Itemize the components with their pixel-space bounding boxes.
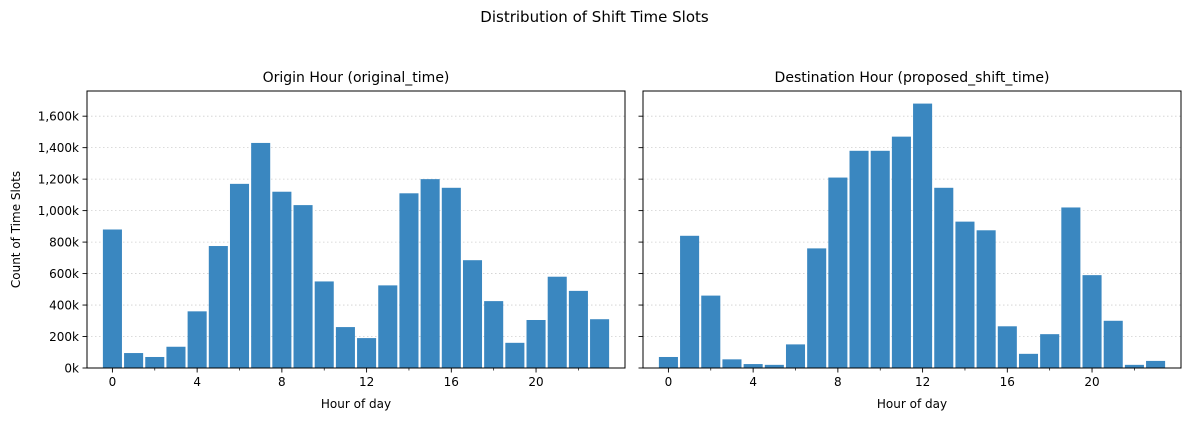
origin-bar-hour-4 [187,311,207,368]
destination-bar-hour-6 [785,344,806,368]
origin-bar-hour-12 [357,338,377,368]
destination-bar-hour-7 [807,248,827,368]
destination-bar-hour-5 [764,364,784,368]
origin-bar-hour-19 [505,342,525,368]
destination-x-tick-label: 20 [1084,375,1099,389]
origin-y-tick-label: 400k [49,299,79,313]
origin-bars [102,142,610,368]
origin-bar-hour-13 [378,285,398,368]
origin-y-axis: 0k 200k 400k 600k 800k 1,000k 1,200k 1,400k 1,60… [38,110,87,376]
origin-bar-hour-17 [462,260,483,368]
destination-x-axis: 0 4 8 12 16 20 [665,368,1135,389]
origin-y-tick-label: 800k [49,236,79,250]
destination-bar-hour-3 [722,359,742,368]
destination-x-tick-label: 0 [665,375,673,389]
destination-x-axis-label: Hour of day [877,397,947,411]
origin-bar-hour-6 [229,183,250,368]
origin-bar-hour-21 [547,276,567,368]
origin-x-tick-label: 8 [278,375,286,389]
destination-bar-hour-16 [997,326,1017,368]
destination-bar-hour-23 [1146,360,1166,368]
origin-bar-hour-9 [293,205,313,368]
origin-y-tick-label: 1,400k [38,141,79,155]
origin-bar-hour-22 [568,290,588,368]
origin-y-tick-label: 200k [49,330,79,344]
origin-bar-hour-15 [420,179,440,368]
origin-bar-hour-2 [145,356,165,368]
origin-y-tick-label: 600k [49,267,79,281]
origin-bar-hour-1 [124,353,144,368]
destination-bar-hour-11 [891,136,911,368]
origin-x-tick-label: 12 [359,375,374,389]
origin-chart-title: Origin Hour (original_time) [263,70,450,86]
origin-bar-hour-8 [272,191,292,368]
destination-bar-hour-4 [743,364,763,368]
destination-bar-hour-12 [913,103,933,368]
origin-bar-hour-7 [251,142,271,368]
destination-bar-hour-21 [1103,320,1123,368]
destination-x-tick-label: 16 [1000,375,1015,389]
origin-bar-hour-16 [441,187,461,368]
destination-bar-hour-14 [955,221,975,368]
destination-plot-frame [642,90,1182,369]
origin-bar-hour-5 [208,246,228,368]
destination-bar-hour-17 [1018,353,1039,368]
origin-y-tick-label: 1,600k [38,110,79,124]
origin-bar-hour-18 [484,301,504,368]
origin-plot-frame [86,90,626,369]
destination-chart-title: Destination Hour (proposed_shift_time) [775,70,1050,86]
destination-bar-hour-13 [934,187,954,368]
figure-title: Distribution of Shift Time Slots [480,8,709,26]
destination-bar-hour-18 [1040,334,1060,368]
origin-y-axis-label: Count of Time Slots [9,171,23,288]
origin-bar-hour-23 [590,319,610,368]
origin-x-axis-label: Hour of day [321,397,391,411]
destination-bar-hour-15 [976,230,996,368]
destination-bar-hour-10 [870,150,890,368]
origin-y-tick-label: 1,000k [38,204,79,218]
destination-x-tick-label: 8 [834,375,842,389]
origin-bar-hour-0 [102,229,122,368]
origin-x-tick-label: 16 [444,375,459,389]
destination-x-tick-label: 4 [749,375,757,389]
origin-x-tick-label: 0 [109,375,117,389]
origin-bar-hour-10 [314,281,334,368]
destination-bar-hour-20 [1082,275,1102,368]
destination-bars [658,103,1166,368]
destination-hour-chart: 0 4 8 12 16 20 Destination Hour (proposed_shi… [638,70,1182,411]
destination-bar-hour-8 [828,177,848,368]
destination-bar-hour-22 [1124,364,1144,368]
origin-gridlines [87,115,625,337]
destination-bar-hour-1 [680,235,700,368]
origin-y-tick-label: 0k [64,362,79,376]
origin-x-axis: 0 4 8 12 16 20 [109,368,579,389]
origin-hour-chart: 0 4 8 12 16 20 0k 200k 400k 600k 800k 1,000k 1,200k… [9,70,626,411]
origin-bar-hour-20 [526,319,546,368]
origin-bar-hour-3 [166,346,186,368]
destination-bar-hour-2 [701,295,721,368]
origin-bar-hour-14 [399,193,419,368]
destination-bar-hour-19 [1061,207,1081,368]
destination-bar-hour-9 [849,150,869,368]
origin-x-tick-label: 4 [193,375,201,389]
destination-y-axis [638,115,643,369]
origin-x-tick-label: 20 [528,375,543,389]
destination-x-tick-label: 12 [915,375,930,389]
destination-bar-hour-0 [658,356,678,368]
origin-y-tick-label: 1,200k [38,173,79,187]
origin-bar-hour-11 [335,327,355,368]
